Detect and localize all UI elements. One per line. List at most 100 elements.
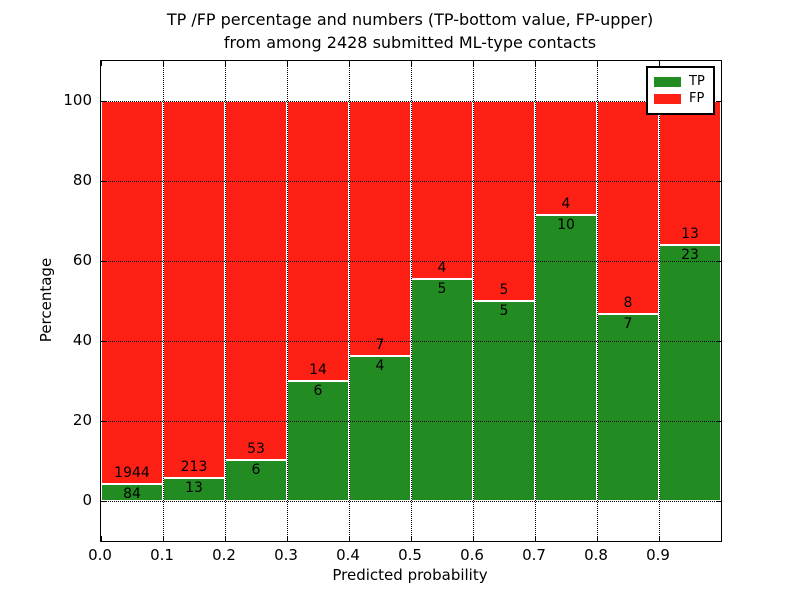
tp-count-label: 10 [557,217,575,234]
x-axis-tick [225,536,226,541]
tp-count-label: 4 [375,357,385,374]
x-gridline [287,61,288,541]
tp-count-label: 23 [681,247,699,264]
tp-count-label: 84 [123,486,141,503]
y-axis-tick [716,501,721,502]
fp-bar-segment [349,101,411,356]
tp-bar-segment [101,484,163,501]
y-axis-tick [716,421,721,422]
y-axis-tick [101,181,106,182]
x-axis-label: Predicted probability [332,566,488,584]
tp-bar-segment [535,215,597,501]
tp-bar-segment [225,460,287,501]
x-axis-tick [163,61,164,66]
y-axis-tick [101,341,106,342]
x-axis-tick [473,61,474,66]
tp-bar-segment [659,245,721,501]
tp-bar-segment [349,355,411,501]
fp-count-label: 14 [309,362,327,378]
x-tick-label: 0.6 [460,546,484,564]
x-tick-label: 0.3 [274,546,298,564]
x-axis-tick [225,61,226,66]
tp-count-label: 13 [185,479,203,496]
fp-bar-segment [101,101,163,485]
fp-bar-segment [597,101,659,315]
legend-item: FP [654,92,705,106]
tp-bar-segment [597,314,659,501]
fp-bar-segment [411,101,473,279]
tp-count-label: 7 [623,316,633,333]
x-axis-tick [659,61,660,66]
x-gridline [473,61,474,541]
x-gridline [535,61,536,541]
x-gridline [163,61,164,541]
x-axis-tick [411,536,412,541]
x-tick-label: 0.8 [584,546,608,564]
x-gridline [659,61,660,541]
legend-item: TP [654,75,705,89]
x-axis-tick [597,61,598,66]
y-axis-tick [101,421,106,422]
x-axis-tick [287,536,288,541]
y-axis-tick [716,341,721,342]
y-axis-tick [716,101,721,102]
fp-count-label: 7 [375,336,385,353]
x-tick-label: 0.2 [212,546,236,564]
chart-title-line2: from among 2428 submitted ML-type contac… [223,33,597,52]
y-tick-label: 20 [72,411,92,429]
fp-count-label: 13 [681,226,699,243]
x-axis-tick [473,536,474,541]
y-axis-tick [101,501,106,502]
fp-bar-segment [535,101,597,216]
legend-label: TP [689,74,705,89]
x-axis-tick [349,61,350,66]
x-tick-label: 0.4 [336,546,360,564]
x-axis-tick [287,61,288,66]
fp-count-label: 4 [437,259,447,276]
plot-area: 1944 84 213 13 53 6 14 6 7 4 4 5 5 5 4 10 8 7 13 23 [100,60,722,542]
x-gridline [597,61,598,541]
y-tick-label: 0 [82,491,92,509]
y-axis-tick [101,261,106,262]
x-axis-tick [101,536,102,541]
fp-legend-swatch-icon [654,94,681,104]
x-axis-tick [659,536,660,541]
y-axis-tick [716,261,721,262]
x-axis-tick [163,536,164,541]
fp-count-label: 8 [623,295,633,312]
x-gridline [411,61,412,541]
y-tick-label: 100 [63,91,92,109]
x-tick-label: 0.5 [398,546,422,564]
x-tick-label: 0.0 [88,546,112,564]
x-tick-label: 0.1 [150,546,174,564]
fp-bar-segment [473,101,535,301]
x-gridline [349,61,350,541]
y-tick-label: 60 [72,251,92,269]
fp-count-label: 1944 [114,465,150,482]
fp-bar-segment [225,101,287,461]
x-tick-label: 0.9 [646,546,670,564]
y-tick-label: 40 [72,331,92,349]
x-tick-label: 0.7 [522,546,546,564]
chart-title: TP /FP percentage and numbers (TP-bottom… [100,8,720,54]
fp-count-label: 53 [247,441,265,458]
y-axis-tick [716,181,721,182]
fp-bar-segment [287,101,349,381]
tp-bar-segment [473,301,535,501]
y-axis-tick [101,101,106,102]
x-gridline [225,61,226,541]
fp-bar-segment [659,101,721,246]
x-axis-tick [411,61,412,66]
x-axis-tick [597,536,598,541]
x-axis-tick [535,536,536,541]
fp-count-label: 5 [499,282,509,298]
tp-legend-swatch-icon [654,77,681,87]
fp-count-label: 213 [180,458,208,475]
legend-label: FP [689,91,705,106]
tp-count-label: 5 [499,303,509,319]
tp-count-label: 5 [437,280,447,297]
x-axis-tick [349,536,350,541]
y-tick-label: 80 [72,171,92,189]
tp-bar-segment [411,278,473,501]
